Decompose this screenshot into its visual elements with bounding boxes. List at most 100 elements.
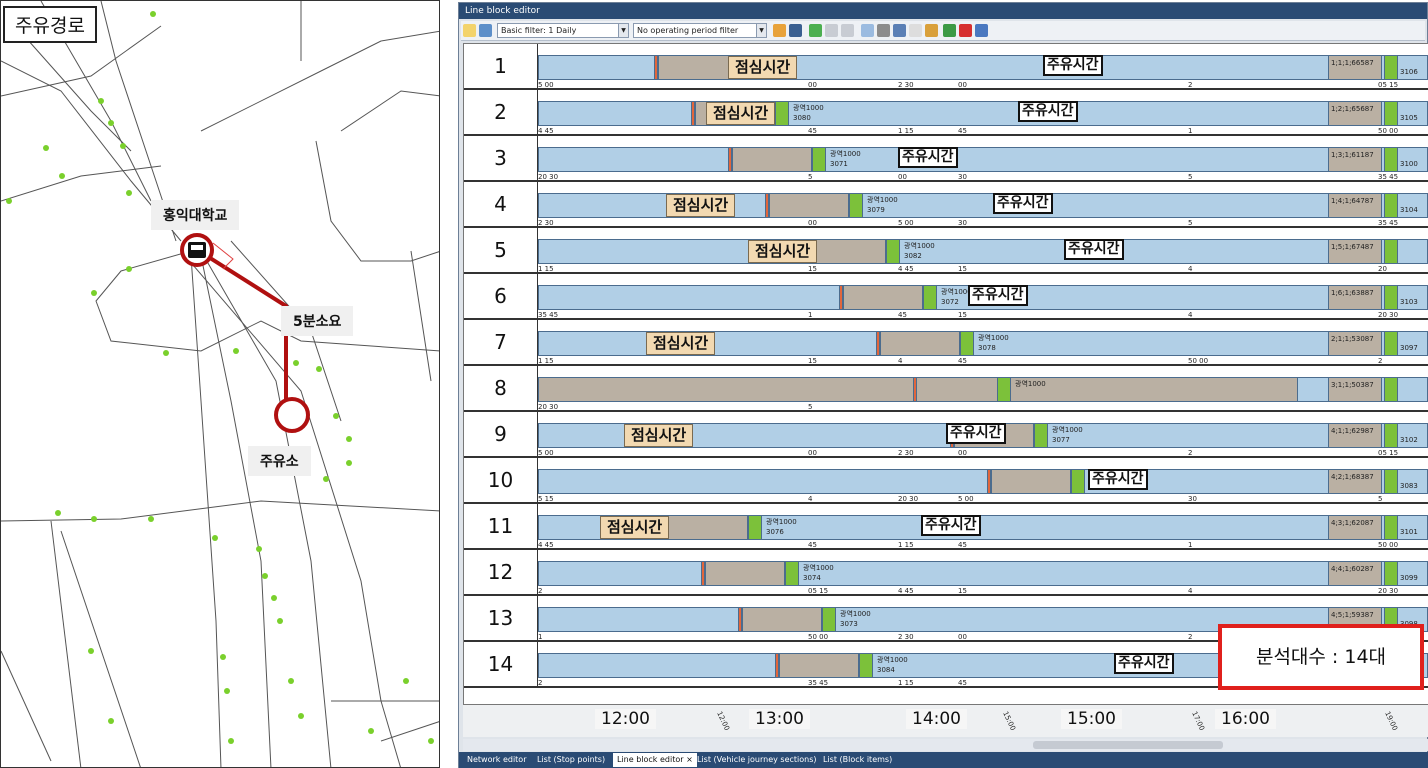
layover-segment[interactable] [1384, 239, 1398, 264]
deadhead-segment[interactable] [1328, 193, 1382, 218]
layover-segment[interactable] [1384, 561, 1398, 586]
layover-segment[interactable] [859, 653, 873, 678]
deadhead-segment[interactable] [732, 147, 812, 172]
trip-segment[interactable] [538, 469, 1428, 494]
layover-segment[interactable] [822, 607, 836, 632]
block-timeline[interactable]: 광역1000 3;1;1;50387 20 30 5 [538, 377, 1428, 411]
wrench-icon[interactable] [877, 24, 890, 37]
new-file-icon[interactable] [463, 24, 476, 37]
layover-segment[interactable] [812, 147, 826, 172]
block-timeline[interactable]: 광역1000 3082 1;5;1;67487 점심시간 주유시간 1 15 15 4 45 1… [538, 239, 1428, 273]
select-area-icon[interactable] [861, 24, 874, 37]
block-row[interactable]: 5 광역1000 3082 1;5;1;67487 점심시간 주유시간 1 15 15 4 45… [464, 228, 1428, 274]
deadhead-segment[interactable] [843, 285, 923, 310]
block-timeline[interactable]: 광역1000 3080 1;2;1;65687 3105 점심시간 주유시간 4 45 45 1… [538, 101, 1428, 135]
block-timeline[interactable]: 광역1000 3074 4;4;1;60287 3099 2 05 15 4 45 15 4 20… [538, 561, 1428, 595]
tab-line-block-editor[interactable]: Line block editor × [613, 753, 697, 767]
layover-segment[interactable] [775, 101, 789, 126]
deadhead-segment[interactable] [1328, 331, 1382, 356]
scroll-thumb[interactable] [1033, 741, 1223, 749]
basic-filter-select[interactable]: Basic filter: 1 Daily ▼ [497, 23, 629, 38]
deadhead-segment[interactable] [880, 331, 960, 356]
tab-vehicle-journey-sections[interactable]: List (Vehicle journey sections) [697, 755, 817, 764]
deadhead-segment[interactable] [705, 561, 785, 586]
block-row[interactable]: 9 광역1000 3077 4;1;1;62987 3102 점심시간 주유시간 5 00 00… [464, 412, 1428, 458]
layover-segment[interactable] [1384, 193, 1398, 218]
deadhead-segment[interactable] [1328, 55, 1382, 80]
layover-segment[interactable] [785, 561, 799, 586]
deadhead-segment[interactable] [1328, 239, 1382, 264]
block-row[interactable]: 4 광역1000 3079 1;4;1;64787 3104 점심시간 주유시간 2 30 00… [464, 182, 1428, 228]
layover-segment[interactable] [1384, 423, 1398, 448]
layover-segment[interactable] [886, 239, 900, 264]
close-icon[interactable]: × [686, 755, 693, 764]
layers-icon[interactable] [809, 24, 822, 37]
layover-segment[interactable] [1384, 101, 1398, 126]
deadhead-segment[interactable] [991, 469, 1071, 494]
layover-segment[interactable] [1384, 147, 1398, 172]
trip-segment[interactable] [538, 147, 1428, 172]
layover-segment[interactable] [1071, 469, 1085, 494]
deadhead-segment[interactable] [1328, 377, 1382, 402]
period-filter-select[interactable]: No operating period filter ▼ [633, 23, 767, 38]
layover-segment[interactable] [960, 331, 974, 356]
block-row[interactable]: 3 광역1000 3071 1;3;1;61187 3100 주유시간 20 30 5 00 30… [464, 136, 1428, 182]
layover-segment[interactable] [1384, 285, 1398, 310]
filter-icon[interactable] [773, 24, 786, 37]
clock-icon[interactable] [909, 24, 922, 37]
block-timeline[interactable]: 광역1000 3071 1;3;1;61187 3100 주유시간 20 30 5 00 30 5… [538, 147, 1428, 181]
deadhead-segment[interactable] [538, 377, 1298, 402]
grid-icon[interactable] [975, 24, 988, 37]
layover-segment[interactable] [1384, 377, 1398, 402]
pencil-icon[interactable] [925, 24, 938, 37]
binoculars-icon[interactable] [789, 24, 802, 37]
deadhead-segment[interactable] [1328, 423, 1382, 448]
split-icon[interactable] [825, 24, 838, 37]
block-timeline[interactable]: 광역1000 3072 1;6;1;63887 3103 주유시간 35 45 1 45 15 4… [538, 285, 1428, 319]
block-row[interactable]: 8 광역1000 3;1;1;50387 20 30 5 [464, 366, 1428, 412]
deadhead-segment[interactable] [779, 653, 859, 678]
trip-segment[interactable] [538, 239, 1428, 264]
layover-segment[interactable] [1384, 55, 1398, 80]
save-icon[interactable] [479, 24, 492, 37]
deadhead-segment[interactable] [1328, 147, 1382, 172]
block-timeline[interactable]: 광역1000 3079 1;4;1;64787 3104 점심시간 주유시간 2 30 00 5… [538, 193, 1428, 227]
horizontal-scrollbar[interactable] [463, 739, 1428, 751]
deadhead-segment[interactable] [668, 515, 748, 540]
block-timeline[interactable]: 광역1000 3076 4;3;1;62087 3101 점심시간 주유시간 4 45 45 1… [538, 515, 1428, 549]
layover-segment[interactable] [923, 285, 937, 310]
block-timeline[interactable]: 광역1000 3077 4;1;1;62987 3102 점심시간 주유시간 5 00 00 2… [538, 423, 1428, 457]
trip-segment[interactable] [538, 561, 1428, 586]
chart-icon[interactable] [893, 24, 906, 37]
deadhead-segment[interactable] [658, 55, 738, 80]
trip-segment[interactable] [538, 101, 1428, 126]
layover-segment[interactable] [849, 193, 863, 218]
deadhead-segment[interactable] [1328, 515, 1382, 540]
tab-network-editor[interactable]: Network editor [467, 755, 527, 764]
layover-segment[interactable] [1384, 469, 1398, 494]
deadhead-segment[interactable] [1328, 469, 1382, 494]
block-row[interactable]: 2 광역1000 3080 1;2;1;65687 3105 점심시간 주유시간 4 45 45… [464, 90, 1428, 136]
block-row[interactable]: 7 광역1000 3078 2;1;1;53087 3097 점심시간 1 15 15 4 45 5… [464, 320, 1428, 366]
green-record-icon[interactable] [943, 24, 956, 37]
layover-segment[interactable] [1384, 331, 1398, 356]
layover-segment[interactable] [997, 377, 1011, 402]
block-row[interactable]: 11 광역1000 3076 4;3;1;62087 3101 점심시간 주유시간 4 45 4… [464, 504, 1428, 550]
deadhead-segment[interactable] [769, 193, 849, 218]
block-timeline[interactable]: 광역1000 3078 2;1;1;53087 3097 점심시간 1 15 15 4 45 50… [538, 331, 1428, 365]
layover-segment[interactable] [1034, 423, 1048, 448]
deadhead-segment[interactable] [1328, 561, 1382, 586]
deadhead-segment[interactable] [1328, 101, 1382, 126]
red-record-icon[interactable] [959, 24, 972, 37]
tab-stop-points[interactable]: List (Stop points) [537, 755, 606, 764]
block-row[interactable]: 12 광역1000 3074 4;4;1;60287 3099 2 05 15 4 45 15 4… [464, 550, 1428, 596]
layover-segment[interactable] [748, 515, 762, 540]
deadhead-segment[interactable] [1328, 285, 1382, 310]
block-row[interactable]: 6 광역1000 3072 1;6;1;63887 3103 주유시간 35 45 1 45 15… [464, 274, 1428, 320]
deadhead-segment[interactable] [742, 607, 822, 632]
layover-segment[interactable] [1384, 515, 1398, 540]
